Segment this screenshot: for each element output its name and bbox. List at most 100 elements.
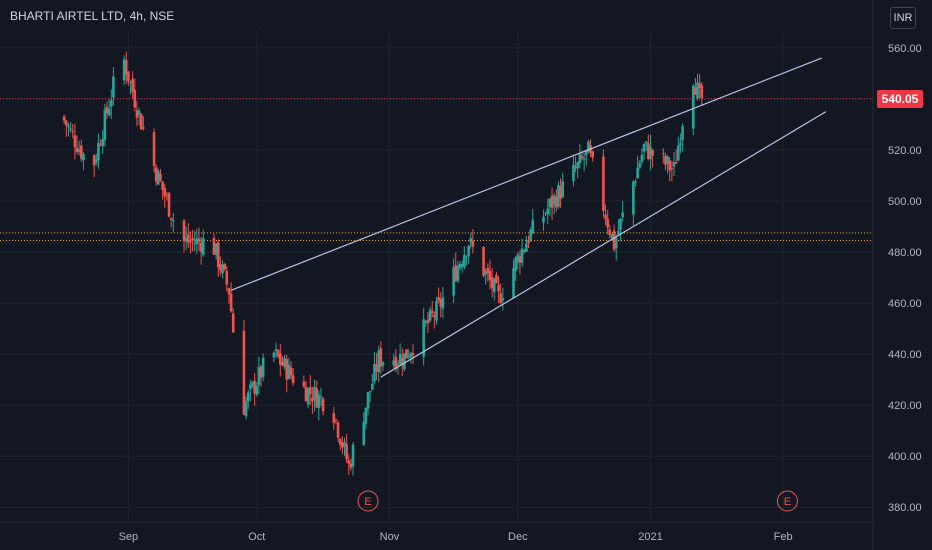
candle-body bbox=[679, 143, 682, 146]
candle-body bbox=[640, 154, 644, 162]
candle-body bbox=[676, 145, 680, 161]
candle-body bbox=[681, 126, 684, 140]
candle-body bbox=[283, 357, 286, 367]
candle-body bbox=[546, 208, 550, 215]
candle-body bbox=[343, 442, 346, 447]
candle-body bbox=[674, 162, 678, 164]
candle-body bbox=[349, 463, 353, 468]
candle-body bbox=[364, 407, 368, 424]
candle-body bbox=[315, 388, 318, 408]
candle-body bbox=[195, 238, 199, 245]
x-tick-label: 2021 bbox=[638, 531, 662, 543]
candle-body bbox=[379, 348, 383, 367]
candle-body bbox=[172, 219, 175, 221]
candle-body bbox=[67, 126, 70, 128]
candle-body bbox=[351, 444, 355, 467]
candle-body bbox=[497, 284, 500, 292]
candle-body bbox=[109, 100, 113, 107]
candle-body bbox=[619, 218, 622, 230]
candle-body bbox=[691, 85, 695, 129]
y-tick-label: 520.00 bbox=[888, 145, 922, 157]
candle-body bbox=[336, 422, 340, 438]
candle-body bbox=[107, 108, 111, 116]
candle-body bbox=[165, 195, 169, 197]
candle-body bbox=[405, 349, 408, 359]
candle-body bbox=[467, 245, 470, 257]
candle-body bbox=[544, 213, 547, 215]
candle-body bbox=[492, 278, 496, 293]
candle-body bbox=[362, 421, 366, 446]
candle-body bbox=[302, 381, 306, 387]
candle-body bbox=[244, 401, 248, 417]
candle-body bbox=[441, 297, 445, 309]
candle-body bbox=[452, 267, 455, 296]
candle-body bbox=[281, 361, 284, 366]
candle-body bbox=[501, 297, 505, 301]
candle-body bbox=[321, 398, 325, 412]
candle-body bbox=[313, 386, 316, 400]
x-tick-label: Dec bbox=[508, 531, 528, 543]
candle-body bbox=[229, 293, 233, 312]
candle-body bbox=[484, 270, 488, 275]
candle-body bbox=[152, 132, 156, 167]
candle-body bbox=[304, 386, 308, 402]
candle-body bbox=[439, 299, 443, 307]
candle-body bbox=[167, 193, 171, 217]
candle-body bbox=[559, 186, 562, 199]
candle-body bbox=[486, 267, 490, 274]
candle-body bbox=[698, 83, 701, 88]
candle-body bbox=[214, 243, 218, 255]
candle-body bbox=[124, 60, 128, 75]
candle-body bbox=[75, 147, 79, 153]
candle-body bbox=[550, 195, 554, 208]
candle-body bbox=[142, 126, 145, 129]
candle-body bbox=[465, 256, 468, 258]
candle-body bbox=[463, 254, 466, 268]
earnings-marker-icon bbox=[357, 490, 379, 512]
candle-body bbox=[424, 321, 428, 323]
candle-body bbox=[249, 384, 252, 389]
candle-body bbox=[154, 167, 158, 182]
candle-body bbox=[548, 198, 552, 208]
candle-body bbox=[638, 163, 642, 168]
candle-body bbox=[341, 442, 344, 448]
currency-button[interactable]: INR bbox=[890, 7, 916, 29]
candle-body bbox=[112, 76, 115, 98]
candle-body bbox=[231, 313, 235, 333]
candle-body bbox=[668, 160, 672, 171]
candle-body bbox=[191, 238, 194, 241]
x-tick-label: Feb bbox=[774, 531, 793, 543]
candle-body bbox=[572, 164, 575, 182]
candle-body bbox=[129, 81, 132, 83]
candle-body bbox=[604, 214, 607, 219]
candle-body bbox=[197, 238, 201, 242]
y-tick-label: 480.00 bbox=[888, 247, 922, 259]
candle-body bbox=[371, 383, 374, 390]
candle-body bbox=[105, 107, 109, 114]
candle-body bbox=[242, 330, 246, 415]
candle-body bbox=[582, 158, 586, 160]
candle-body bbox=[664, 155, 667, 165]
candle-body bbox=[161, 181, 164, 190]
candle-body bbox=[199, 242, 203, 253]
candle-body bbox=[274, 349, 278, 351]
candle-body bbox=[219, 264, 222, 271]
candle-body bbox=[422, 319, 425, 357]
candle-body bbox=[621, 212, 624, 218]
candle-body bbox=[317, 394, 321, 409]
candle-body bbox=[80, 145, 83, 159]
earnings-marker-label: E bbox=[784, 496, 791, 508]
candle-body bbox=[612, 230, 616, 250]
candle-body bbox=[131, 78, 134, 93]
chart-title: BHARTI AIRTEL LTD, 4h, NSE bbox=[10, 9, 175, 23]
candle-body bbox=[488, 271, 492, 281]
candle-body bbox=[287, 364, 291, 379]
candle-body bbox=[469, 238, 473, 243]
candle-body bbox=[285, 359, 289, 380]
candle-body bbox=[411, 352, 415, 356]
candle-body bbox=[552, 195, 556, 205]
candle-body bbox=[289, 367, 293, 376]
candle-body bbox=[127, 71, 130, 82]
earnings-marker-icon bbox=[776, 490, 798, 512]
